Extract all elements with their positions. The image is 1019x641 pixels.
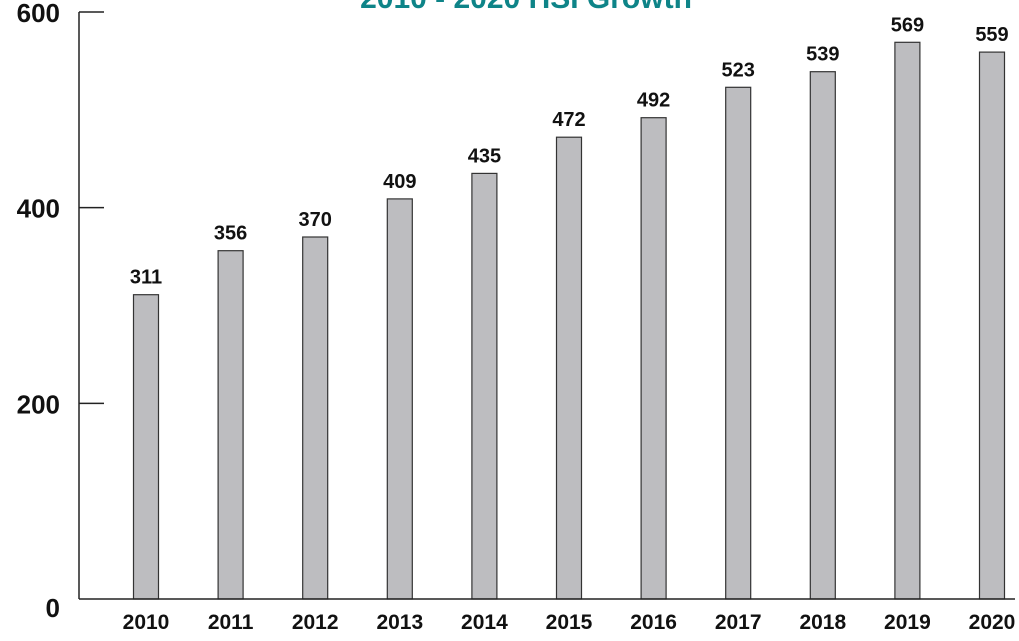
axis-layer: 2010 2011 2012 2013 2014 2015 2016 2017 2018 2019… [17,0,1016,634]
bar-2011 [217,250,244,600]
bar-2010 [132,294,160,600]
data-label-2019: 569 [891,14,924,36]
x-tick-2017: 2017 [715,611,762,634]
bars-layer: 311 356 370 409 435 472 492 523 539 569 559 [130,14,1009,600]
bar-2018 [809,71,836,600]
x-tick-2020: 2020 [969,611,1016,634]
data-label-2020: 559 [975,24,1008,46]
data-label-2015: 472 [552,109,585,131]
bar-2015 [555,136,583,600]
bar-2019 [894,41,921,600]
data-label-2011: 356 [214,223,247,245]
x-tick-2015: 2015 [546,611,593,634]
bar-2014 [471,172,498,600]
y-tick-0: 0 [46,593,60,623]
x-tick-2011: 2011 [208,611,254,634]
bar-2020 [978,51,1006,600]
x-tick-2014: 2014 [461,611,508,634]
bar-2016 [640,117,667,600]
bar-2012 [302,236,329,600]
x-tick-2013: 2013 [376,611,423,634]
x-tick-2018: 2018 [799,611,846,634]
data-label-2018: 539 [806,44,839,66]
bar-2013 [386,198,413,600]
data-label-2016: 492 [637,90,670,112]
data-label-2014: 435 [468,145,501,167]
x-tick-2019: 2019 [884,611,931,634]
y-tick-200: 200 [17,389,60,419]
data-label-2013: 409 [383,171,416,193]
y-tick-600: 600 [17,0,60,28]
x-tick-2010: 2010 [123,611,170,634]
x-tick-2016: 2016 [630,611,677,634]
data-label-2010: 311 [130,267,162,289]
chart-title: 2010 - 2020 HSI Growth [360,0,692,15]
x-tick-2012: 2012 [292,611,339,634]
data-label-2017: 523 [722,59,755,81]
bar-2017 [725,86,752,600]
data-label-2012: 370 [299,209,332,231]
y-tick-400: 400 [17,194,60,224]
